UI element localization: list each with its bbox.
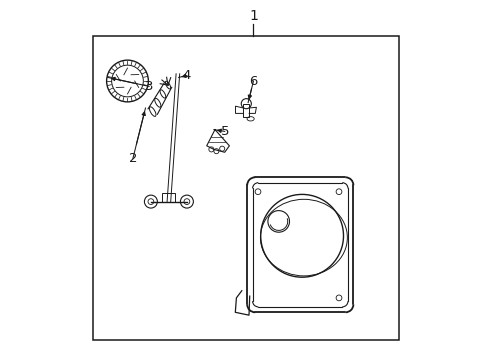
Text: 1: 1 <box>248 9 257 23</box>
Text: 6: 6 <box>249 75 257 87</box>
Text: 4: 4 <box>183 69 191 82</box>
Bar <box>93 36 399 340</box>
Bar <box>243 104 249 117</box>
Text: 5: 5 <box>220 125 228 138</box>
Bar <box>162 193 175 202</box>
Text: 2: 2 <box>128 152 137 165</box>
Text: 3: 3 <box>144 80 153 93</box>
